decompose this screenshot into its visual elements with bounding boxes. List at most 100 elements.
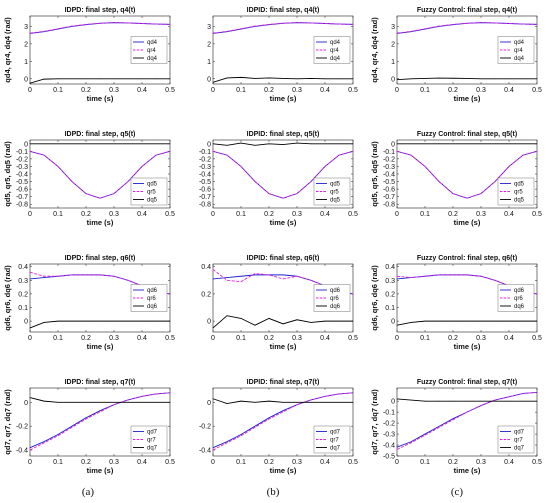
data-point-dq4 (338, 78, 340, 80)
x-tick-label: 0.5 (532, 459, 542, 466)
data-point-dq7 (536, 400, 538, 402)
y-axis-label: qd6, qr6, dq6 (rad) (370, 265, 379, 331)
y-axis-label: qd7, qr7, dq7 (rad) (3, 389, 12, 455)
legend-label-dq4: dq4 (330, 56, 341, 62)
x-tick-label: 0.3 (476, 211, 486, 218)
data-point-qr5 (127, 181, 129, 182)
chart-panel-6: Fuzzy Control: final step, q5(t) 0 0.1 0.2 0… (370, 131, 542, 227)
x-axis-label: time (s) (270, 342, 297, 351)
x-tick-label: 0.2 (264, 459, 274, 466)
data-point-dq4 (99, 78, 101, 80)
data-point-qr5 (494, 181, 496, 182)
data-point-qr6 (452, 274, 454, 276)
data-point-qr4 (494, 22, 496, 24)
x-axis-label: time (s) (454, 218, 481, 227)
y-tick-label: 0 (391, 141, 395, 148)
data-point-qr5 (338, 154, 340, 156)
series-line-qr4 (212, 22, 354, 34)
y-tick-label: -0.5 (383, 454, 395, 461)
x-tick-label: 0.3 (476, 335, 486, 342)
data-point-dq7 (338, 401, 340, 403)
data-point-dq5 (141, 143, 143, 145)
data-point-dq5 (240, 142, 242, 144)
x-tick-label: 0 (28, 211, 32, 218)
data-point-qr5 (113, 193, 115, 194)
y-tick-label: 0 (24, 319, 28, 326)
data-point-qr4 (169, 24, 171, 25)
data-point-qr5 (141, 166, 143, 167)
data-point-qr4 (85, 24, 87, 25)
y-tick-label: -0.4 (199, 448, 211, 455)
x-tick-label: 0.3 (476, 87, 486, 94)
data-point-dq4 (169, 78, 171, 80)
data-point-dq4 (71, 78, 73, 80)
y-tick-label: -0.8 (16, 202, 28, 209)
data-point-dq7 (254, 401, 256, 403)
data-point-qr5 (438, 181, 440, 182)
data-point-qd7 (254, 425, 256, 427)
legend-label-qd7: qd7 (147, 430, 158, 436)
data-point-qr4 (324, 23, 326, 24)
x-tick-label: 0.3 (292, 87, 302, 94)
data-point-dq4 (127, 78, 129, 80)
data-point-dq5 (268, 143, 270, 145)
data-point-dq5 (338, 143, 340, 145)
legend-label-qr5: qr5 (514, 190, 523, 196)
data-point-qd6 (282, 274, 284, 276)
data-point-qr7 (466, 411, 468, 413)
y-tick-label: -0.5 (199, 179, 211, 186)
y-tick-label: -0.2 (199, 156, 211, 163)
data-point-qd7 (71, 425, 73, 427)
data-point-dq5 (424, 143, 426, 145)
data-point-dq4 (410, 78, 412, 80)
data-point-dq5 (169, 143, 171, 145)
data-point-qr5 (99, 197, 101, 199)
x-tick-label: 0.3 (292, 211, 302, 218)
data-point-qr7 (324, 396, 326, 397)
data-point-dq6 (71, 320, 73, 322)
data-point-qr4 (99, 22, 101, 24)
data-point-dq6 (310, 322, 312, 323)
legend-label-qr5: qr5 (330, 190, 339, 196)
panels: IDPD: final step, q4(t) 0 0.1 0.2 0.3 0.4 0.5 0… (3, 7, 542, 475)
data-point-qr4 (212, 32, 214, 34)
y-tick-label: -0.3 (199, 164, 211, 171)
y-axis-label: qd5, qr5, dq5 (rad) (3, 141, 12, 207)
data-point-qd6 (29, 278, 31, 280)
legend: qd6 qr6 dq6 (497, 284, 535, 312)
data-point-qr6 (494, 279, 496, 281)
legend-label-qd6: qd6 (514, 288, 525, 294)
x-tick-label: 0 (28, 335, 32, 342)
data-point-dq5 (127, 143, 129, 145)
data-point-dq5 (155, 143, 157, 145)
data-point-qd7 (226, 441, 228, 443)
data-point-qr6 (268, 274, 270, 276)
y-tick-label: -0.1 (383, 149, 395, 156)
y-tick-label: -0.8 (383, 202, 395, 209)
data-point-dq5 (452, 143, 454, 145)
x-axis-label: time (s) (87, 466, 114, 475)
x-axis-label: time (s) (454, 94, 481, 103)
data-point-qr5 (452, 193, 454, 194)
x-tick-label: 0.4 (137, 459, 147, 466)
chart-panel-12: Fuzzy Control: final step, q7(t) 0 0.1 0.2 0… (370, 379, 542, 475)
legend: qd5 qr5 dq5 (313, 177, 351, 206)
data-point-qr6 (466, 274, 468, 276)
legend-label-qd6: qd6 (147, 288, 158, 294)
data-point-qd7 (212, 447, 214, 448)
data-point-dq5 (410, 143, 412, 145)
data-point-qr4 (141, 23, 143, 24)
data-point-qr7 (127, 399, 129, 401)
data-point-qd7 (85, 417, 87, 419)
y-axis-label: qd5, qr5, dq5 (rad) (370, 141, 379, 207)
data-point-qr5 (43, 154, 45, 156)
x-tick-label: 0.2 (448, 335, 458, 342)
data-point-dq6 (155, 320, 157, 322)
data-point-dq5 (310, 143, 312, 145)
y-tick-label: -0.3 (383, 164, 395, 171)
data-point-qr7 (536, 392, 538, 393)
data-point-qr7 (85, 418, 87, 420)
legend-label-dq5: dq5 (330, 198, 341, 204)
data-point-qr7 (310, 399, 312, 401)
legend-label-qd5: qd5 (514, 182, 525, 188)
